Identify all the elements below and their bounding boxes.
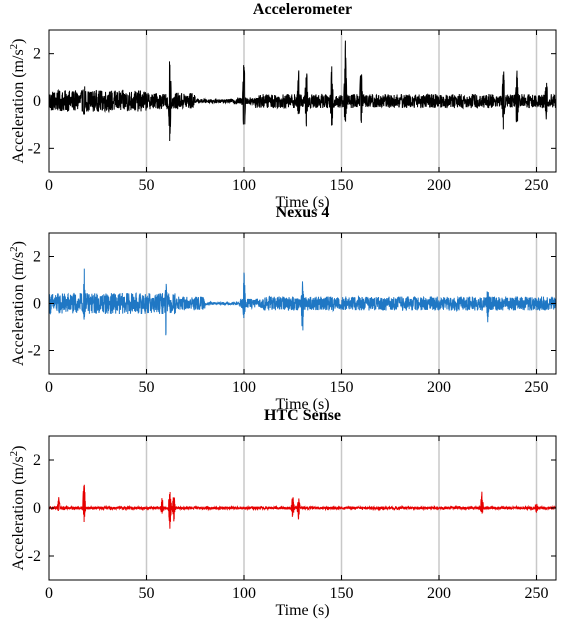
y-tick-label: -2 — [28, 140, 41, 157]
y-tick-label: -2 — [28, 343, 41, 360]
chart-title: Nexus 4 — [276, 204, 330, 221]
y-tick-label: 0 — [33, 500, 41, 517]
y-tick-label: 0 — [33, 296, 41, 313]
y-axis-label: Acceleration (m/s2) — [8, 39, 27, 164]
x-tick-label: 50 — [139, 177, 155, 194]
x-tick-label: 150 — [330, 379, 354, 396]
signal-series — [48, 484, 557, 529]
x-axis-label: Time (s) — [275, 602, 329, 619]
x-tick-label: 50 — [139, 379, 155, 396]
chart-title: Accelerometer — [253, 1, 352, 18]
y-tick-label: 2 — [33, 452, 41, 469]
x-tick-label: 0 — [45, 379, 53, 396]
x-tick-label: 250 — [525, 585, 549, 602]
x-axis-label: Time (s) — [275, 194, 329, 211]
x-tick-label: 150 — [330, 585, 354, 602]
x-tick-label: 100 — [232, 585, 256, 602]
x-tick-label: 200 — [427, 379, 451, 396]
x-tick-label: 250 — [525, 177, 549, 194]
y-axis-label: Acceleration (m/s2) — [8, 446, 27, 571]
signal-series — [48, 40, 557, 141]
signal-series — [48, 268, 557, 336]
x-tick-label: 250 — [525, 379, 549, 396]
x-tick-label: 200 — [427, 177, 451, 194]
x-tick-label: 100 — [232, 379, 256, 396]
y-axis-label: Acceleration (m/s2) — [8, 241, 27, 366]
y-tick-label: 2 — [33, 46, 41, 63]
x-tick-label: 50 — [139, 585, 155, 602]
y-tick-label: -2 — [28, 548, 41, 565]
x-tick-label: 200 — [427, 585, 451, 602]
x-tick-label: 0 — [45, 177, 53, 194]
x-tick-label: 100 — [232, 177, 256, 194]
x-axis-label: Time (s) — [275, 396, 329, 413]
x-tick-label: 150 — [330, 177, 354, 194]
x-tick-label: 0 — [45, 585, 53, 602]
chart-title: HTC Sense — [264, 407, 341, 424]
y-tick-label: 2 — [33, 249, 41, 266]
y-tick-label: 0 — [33, 93, 41, 110]
